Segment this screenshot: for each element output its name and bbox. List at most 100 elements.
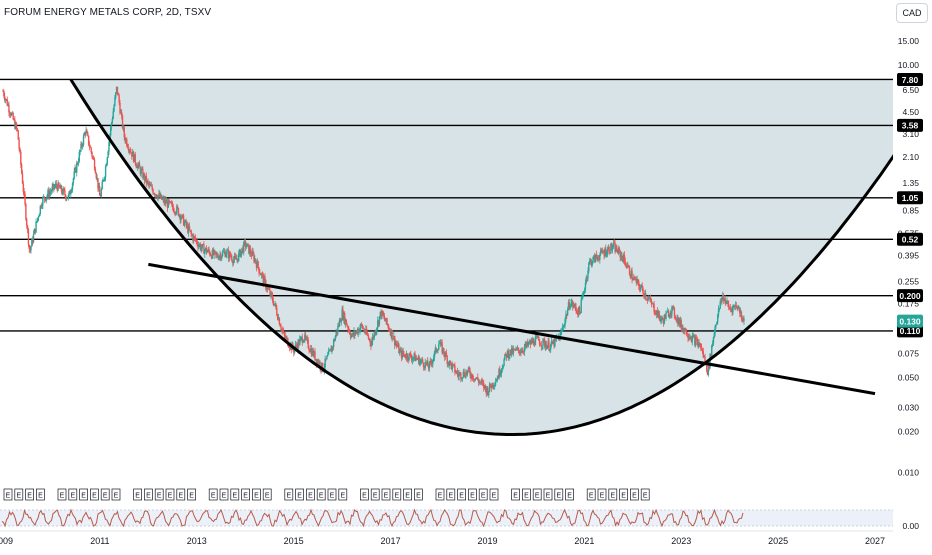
event-marker-glyph: Ε [362, 493, 367, 500]
candle-body [706, 370, 709, 375]
candle-body [532, 339, 534, 343]
candle-body [120, 112, 122, 114]
candle-body [308, 348, 310, 351]
candle-body [412, 357, 415, 359]
candle-body [679, 320, 682, 325]
candle-body [416, 357, 418, 359]
candle-body [477, 377, 479, 380]
candle-body [722, 294, 725, 301]
candle-body [36, 221, 38, 223]
candle-body [373, 332, 376, 338]
candle-body [505, 353, 507, 355]
candle-body [533, 344, 536, 346]
candle-body [661, 317, 663, 320]
candle-body [670, 312, 672, 315]
event-marker-box [68, 488, 78, 501]
y-tick-label: 0.030 [898, 403, 920, 413]
candle-body [536, 335, 538, 338]
candle-body [376, 327, 378, 331]
event-marker-glyph: Ε [157, 493, 162, 500]
candle-body [367, 335, 370, 339]
event-marker-glyph: Ε [70, 493, 75, 500]
candle-body [463, 371, 465, 376]
event-marker-box [36, 488, 45, 501]
candle-body [20, 151, 22, 165]
candle-body [483, 384, 486, 389]
candle-body [495, 380, 498, 382]
candle-body [40, 205, 42, 208]
event-marker-box [554, 488, 564, 501]
event-marker-glyph: Ε [394, 493, 399, 500]
candle-body [420, 360, 422, 362]
candle-body [283, 332, 286, 336]
candle-body [217, 257, 220, 260]
candle-body [330, 348, 332, 352]
candle-body [293, 348, 295, 353]
candle-body [153, 193, 155, 195]
candle-body [98, 186, 101, 196]
candle-body [179, 214, 181, 221]
candle-body [558, 337, 560, 341]
candle-body [178, 214, 181, 216]
candle-body [525, 343, 527, 347]
candle-body [680, 320, 682, 329]
candle-body [705, 362, 708, 371]
currency-button[interactable]: CAD [896, 3, 928, 23]
candle-body [488, 383, 491, 392]
candle-body [315, 358, 317, 360]
candle-body [249, 248, 251, 254]
x-tick-label: 2009 [0, 536, 13, 546]
candle-body [537, 336, 539, 338]
event-marker-box [370, 488, 380, 501]
candle-body [711, 343, 714, 346]
candle-body [265, 288, 268, 290]
candle-body [314, 351, 316, 360]
candle-body [459, 372, 461, 374]
candle-body [572, 305, 575, 307]
candle-body [657, 311, 660, 318]
candle-body [138, 163, 141, 168]
candle-body [686, 334, 688, 337]
candle-body [148, 184, 151, 186]
candle-body [447, 361, 449, 365]
candle-body [721, 297, 723, 303]
candle-body [264, 276, 266, 281]
candle-body [631, 271, 633, 280]
candle-body [573, 304, 576, 306]
candle-body [132, 151, 135, 162]
candle-body [386, 318, 388, 324]
candle-body [697, 342, 699, 346]
candle-body [255, 262, 258, 268]
candle-body [737, 307, 739, 310]
candle-body [198, 245, 200, 248]
candle-body [198, 244, 201, 246]
candle-body [166, 201, 169, 208]
candle-body [280, 326, 282, 330]
candle-body [523, 347, 526, 352]
candle-body [492, 382, 494, 387]
candle-body [319, 361, 321, 369]
candle-body [101, 181, 103, 190]
candle-body [32, 233, 35, 243]
candle-body [478, 381, 481, 383]
candle-body [477, 379, 480, 383]
candle-body [199, 244, 202, 250]
trendline [148, 262, 876, 396]
candle-body [327, 350, 330, 355]
candle-body [389, 330, 392, 336]
candle-body [38, 213, 41, 217]
candle-body [649, 298, 651, 300]
event-marker-glyph: Ε [232, 493, 237, 500]
candle-body [632, 279, 634, 281]
candle-body [615, 246, 617, 252]
candle-body [298, 341, 300, 346]
candle-body [494, 381, 497, 386]
candle-body [655, 313, 657, 315]
candle-body [164, 199, 166, 203]
candle-body [503, 359, 505, 367]
candle-body [92, 156, 94, 158]
candle-body [133, 154, 136, 162]
candle-body [415, 357, 417, 362]
candle-body [429, 360, 431, 363]
